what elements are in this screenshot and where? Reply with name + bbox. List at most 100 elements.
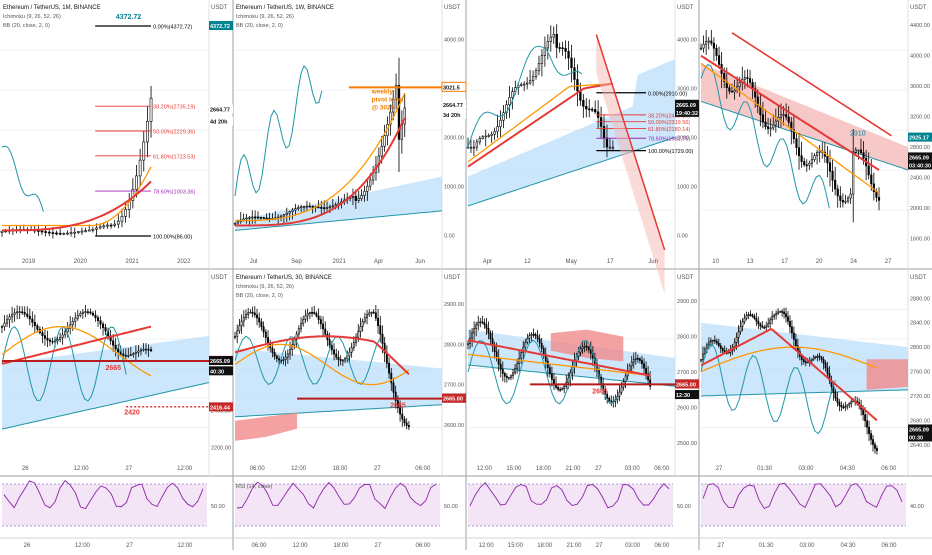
candle bbox=[813, 155, 816, 160]
candle bbox=[757, 320, 760, 325]
price-tag-label: 2665.09 bbox=[909, 427, 929, 433]
candle bbox=[546, 360, 549, 368]
candle bbox=[69, 324, 72, 329]
candle bbox=[582, 100, 585, 107]
support-label: 2665 bbox=[390, 403, 406, 410]
candle bbox=[751, 314, 754, 317]
price-tag-label: 19:40:32 bbox=[676, 111, 698, 117]
x-tick-label: 13 bbox=[747, 259, 754, 265]
cloud-edge bbox=[1, 382, 210, 430]
candle bbox=[294, 208, 297, 211]
candle bbox=[723, 73, 726, 82]
cloud-edge bbox=[700, 389, 909, 397]
candle bbox=[66, 327, 69, 333]
candle bbox=[95, 227, 98, 230]
price-tag bbox=[209, 366, 233, 376]
legend-ichimoku: Ichimoku (9, 26, 52, 26) bbox=[3, 14, 61, 20]
kijun-line bbox=[234, 343, 410, 386]
x-tick-label: 18:00 bbox=[536, 466, 552, 472]
candle bbox=[487, 135, 490, 137]
candle bbox=[838, 402, 841, 406]
candle bbox=[771, 316, 774, 321]
candle bbox=[467, 343, 469, 346]
candle bbox=[271, 347, 274, 353]
candle bbox=[559, 389, 562, 391]
candle bbox=[23, 312, 26, 315]
candle bbox=[114, 344, 117, 350]
candle bbox=[579, 348, 582, 353]
candle bbox=[804, 361, 807, 364]
fib-level-label: 61.80%(2180.14) bbox=[648, 127, 690, 133]
candle bbox=[816, 355, 819, 358]
fib-level-label: 78.60%(1981.75) bbox=[648, 137, 690, 143]
candle bbox=[636, 358, 639, 360]
candle bbox=[134, 351, 137, 354]
candle bbox=[368, 312, 371, 316]
candle bbox=[806, 361, 809, 364]
candle bbox=[138, 159, 142, 177]
pivot-annotation: pivot level bbox=[372, 96, 404, 103]
candle bbox=[702, 43, 705, 49]
currency-unit: USDT bbox=[444, 275, 461, 281]
candle bbox=[616, 396, 619, 400]
candle bbox=[733, 89, 736, 93]
candle bbox=[348, 351, 351, 357]
candle bbox=[573, 67, 576, 80]
candle bbox=[16, 311, 19, 314]
candle bbox=[503, 373, 506, 377]
candle bbox=[526, 338, 529, 343]
candle bbox=[754, 88, 757, 98]
timescale-label: 06:00 bbox=[252, 543, 268, 549]
candle bbox=[774, 120, 777, 126]
x-tick-label: 27 bbox=[374, 466, 381, 472]
candle bbox=[306, 313, 309, 317]
candle bbox=[79, 313, 82, 316]
candle bbox=[850, 401, 853, 404]
rsi-y-tick: 50.00 bbox=[677, 504, 691, 510]
candle bbox=[477, 322, 480, 326]
candle bbox=[392, 98, 395, 113]
price-tag-label: 2665.00 bbox=[443, 397, 463, 403]
candle bbox=[820, 356, 823, 360]
candle bbox=[866, 420, 868, 428]
annotation-label: 2910 bbox=[850, 131, 866, 138]
x-tick-label: 2021 bbox=[333, 259, 347, 265]
y-tick-label: 2700.00 bbox=[677, 370, 697, 376]
candle bbox=[532, 333, 535, 336]
candle bbox=[818, 355, 821, 358]
price-tag-label: 3d 20h bbox=[443, 113, 461, 119]
candle bbox=[11, 314, 14, 318]
x-tick-label: 27 bbox=[595, 466, 602, 472]
candle bbox=[785, 114, 788, 118]
candle bbox=[240, 320, 243, 326]
timescale-label: 27 bbox=[375, 543, 382, 549]
candle bbox=[245, 217, 248, 220]
candle bbox=[606, 394, 609, 399]
rsi-y-tick: 50.00 bbox=[211, 504, 225, 510]
candle bbox=[286, 353, 289, 358]
x-tick-label: 2021 bbox=[125, 259, 139, 265]
price-tag bbox=[675, 99, 699, 109]
candle bbox=[557, 387, 559, 390]
candle bbox=[469, 146, 473, 149]
candle bbox=[91, 228, 95, 231]
x-tick-label: May bbox=[566, 259, 577, 265]
candle bbox=[549, 36, 552, 42]
candle bbox=[553, 379, 555, 385]
candle bbox=[305, 205, 309, 208]
y-tick-label: 2400.00 bbox=[211, 408, 231, 414]
candle bbox=[43, 335, 46, 339]
candle bbox=[106, 224, 109, 227]
candle bbox=[366, 185, 369, 192]
y-tick-label: 2800.00 bbox=[910, 145, 930, 151]
timescale-label: 01:30 bbox=[759, 543, 775, 549]
candle bbox=[311, 205, 314, 208]
candle bbox=[639, 358, 641, 361]
x-tick-label: 12:00 bbox=[177, 466, 193, 472]
y-tick-label: 3000.00 bbox=[677, 86, 697, 92]
candle bbox=[278, 358, 280, 361]
moving-average-line bbox=[467, 82, 614, 168]
candle bbox=[577, 351, 580, 357]
candle bbox=[510, 375, 512, 378]
